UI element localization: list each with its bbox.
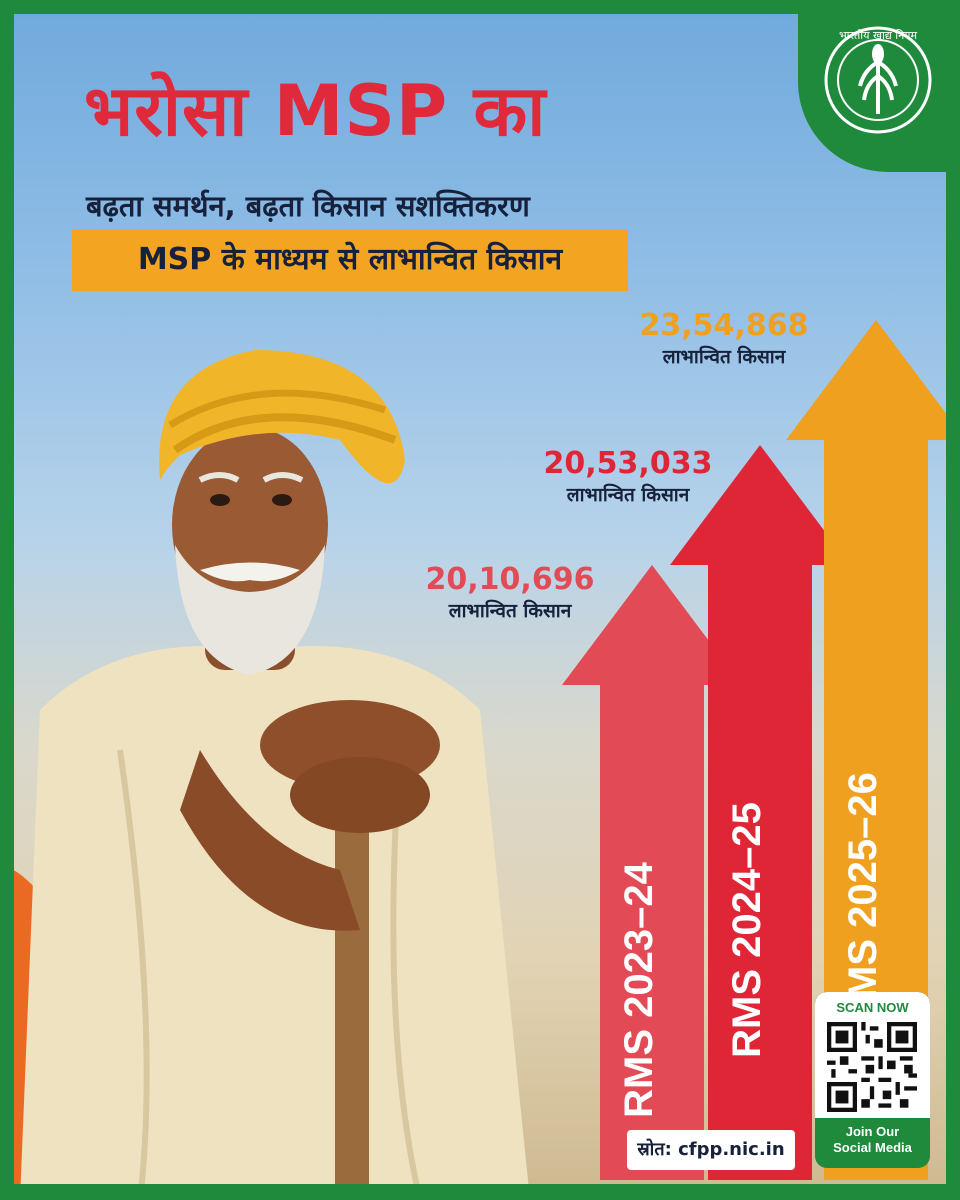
value-caption-2024: लाभान्वित किसान — [566, 484, 690, 506]
qr-top-panel: SCAN NOW — [815, 992, 930, 1118]
qr-card[interactable]: SCAN NOW Join Our — [815, 992, 930, 1168]
page-subtitle: बढ़ता समर्थन, बढ़ता किसान सशक्तिकरण — [86, 189, 530, 223]
scan-now-label: SCAN NOW — [836, 1000, 909, 1015]
logo-text: भारतीय खाद्य निगम — [838, 29, 918, 42]
join-label-line-2: Social Media — [833, 1140, 912, 1155]
join-social-label: Join Our Social Media — [815, 1124, 930, 1156]
value-caption-2023: लाभान्वित किसान — [448, 600, 572, 622]
value-label-2023: 20,10,696 लाभान्वित किसान — [410, 562, 610, 624]
qr-code-icon[interactable] — [827, 1022, 917, 1112]
value-label-2025: 23,54,868 लाभान्वित किसान — [624, 308, 824, 370]
join-label-line-1: Join Our — [845, 1124, 900, 1139]
logo-tab: भारतीय खाद्य निगम — [798, 0, 960, 172]
value-caption-2025: लाभान्वित किसान — [662, 346, 786, 368]
category-label-0: RMS 2023–24 — [617, 861, 661, 1117]
page-title: भरोसा MSP का — [84, 70, 547, 152]
tagline-banner: MSP के माध्यम से लाभान्वित किसान — [72, 229, 628, 291]
arrow-bar-0 — [562, 565, 742, 1180]
wheat-emblem-icon — [824, 26, 932, 134]
value-number-2024: 20,53,033 — [543, 446, 713, 481]
arrow-bar-2 — [786, 320, 960, 1180]
category-label-2: RMS 2025–26 — [841, 772, 885, 1028]
farmer-illustration — [20, 350, 530, 1200]
arrow-bar-1 — [670, 445, 850, 1180]
value-number-2025: 23,54,868 — [639, 308, 809, 343]
green-bottom-bar — [0, 1184, 960, 1200]
source-label[interactable]: स्रोत: cfpp.nic.in — [627, 1130, 795, 1170]
category-label-1: RMS 2024–25 — [725, 802, 769, 1058]
value-label-2024: 20,53,033 लाभान्वित किसान — [528, 446, 728, 508]
value-number-2023: 20,10,696 — [425, 562, 595, 597]
